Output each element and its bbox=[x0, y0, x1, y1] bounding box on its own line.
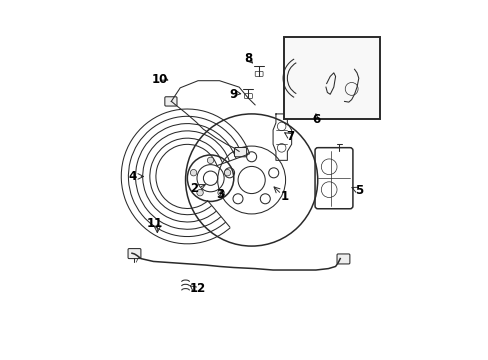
FancyBboxPatch shape bbox=[336, 254, 349, 264]
Text: 2: 2 bbox=[190, 183, 198, 195]
FancyBboxPatch shape bbox=[164, 97, 177, 106]
Text: 5: 5 bbox=[355, 184, 363, 197]
Text: 7: 7 bbox=[285, 130, 294, 143]
Text: 4: 4 bbox=[129, 170, 137, 183]
Text: 1: 1 bbox=[280, 190, 288, 203]
FancyBboxPatch shape bbox=[234, 148, 246, 157]
Circle shape bbox=[197, 189, 203, 196]
Text: 11: 11 bbox=[146, 217, 163, 230]
Text: 8: 8 bbox=[244, 52, 252, 65]
Circle shape bbox=[224, 170, 230, 176]
Text: 3: 3 bbox=[216, 188, 224, 201]
Text: 6: 6 bbox=[311, 113, 320, 126]
Circle shape bbox=[217, 189, 224, 196]
Text: 9: 9 bbox=[229, 88, 238, 101]
Bar bbox=[283, 37, 379, 119]
Text: 12: 12 bbox=[189, 283, 205, 296]
Circle shape bbox=[207, 157, 213, 163]
FancyBboxPatch shape bbox=[128, 249, 141, 258]
Circle shape bbox=[190, 170, 196, 176]
Text: 10: 10 bbox=[151, 73, 167, 86]
